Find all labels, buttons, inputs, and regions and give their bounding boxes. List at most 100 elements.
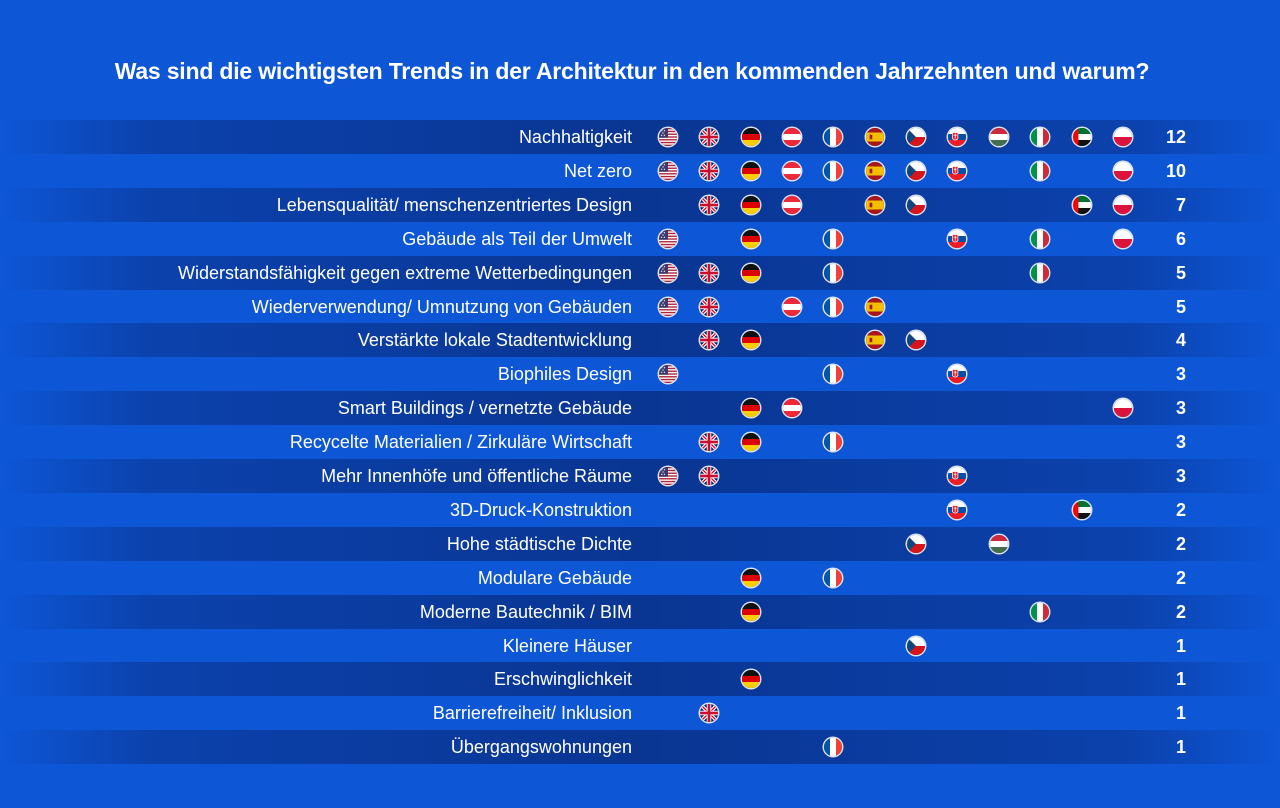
flag-germany-icon <box>741 229 760 248</box>
flag-germany-icon <box>741 161 760 180</box>
row-count: 3 <box>1175 432 1186 453</box>
flag-slovakia-icon <box>948 365 967 384</box>
flag-germany-icon <box>741 670 760 689</box>
flag-france-icon <box>824 433 843 452</box>
row-count: 5 <box>1175 262 1186 283</box>
table-row: Wiederverwendung/ Umnutzung von Gebäuden… <box>0 290 1280 324</box>
flag-poland-icon <box>1113 229 1132 248</box>
flag-usa-icon <box>659 161 677 180</box>
flag-germany-icon <box>741 128 760 146</box>
row-label: Biophiles Design <box>497 364 632 385</box>
row-label: Übergangswohnungen <box>450 737 632 758</box>
flag-usa-icon <box>659 297 677 316</box>
flag-france-icon <box>824 161 843 180</box>
flag-usa-icon <box>659 467 677 485</box>
flag-germany-icon <box>741 433 760 452</box>
flag-austria-icon <box>783 399 802 418</box>
flag-spain-icon <box>865 161 884 180</box>
table-row: Barrierefreiheit/ Inklusion 1 <box>0 696 1280 730</box>
row-count: 7 <box>1175 194 1186 215</box>
flag-austria-icon <box>783 195 802 214</box>
row-count: 3 <box>1175 364 1186 385</box>
flag-usa-icon <box>659 365 677 384</box>
flag-uk-icon <box>700 195 719 214</box>
flag-uk-icon <box>700 263 719 282</box>
row-count: 4 <box>1175 330 1186 351</box>
flag-france-icon <box>824 229 843 248</box>
flag-austria-icon <box>783 161 802 180</box>
row-label: Nachhaltigkeit <box>518 127 632 147</box>
flag-czechia-icon <box>907 195 926 214</box>
row-label: Smart Buildings / vernetzte Gebäude <box>337 398 632 419</box>
flag-slovakia-icon <box>948 229 967 248</box>
chart-title: Was sind die wichtigsten Trends in der A… <box>114 58 1150 84</box>
flag-hungary-icon <box>989 128 1008 146</box>
flag-austria-icon <box>783 297 802 316</box>
row-label: Erschwinglichkeit <box>493 669 632 690</box>
row-label: Widerstandsfähigkeit gegen extreme Wette… <box>178 262 632 283</box>
flag-italy-icon <box>1031 161 1050 180</box>
flag-poland-icon <box>1113 195 1132 214</box>
row-count: 1 <box>1175 703 1186 724</box>
flag-usa-icon <box>659 229 677 248</box>
table-row: Moderne Bautechnik / BIM 2 <box>0 594 1280 629</box>
flag-czechia-icon <box>907 534 926 553</box>
flag-uae-icon <box>1072 128 1091 146</box>
flag-uk-icon <box>700 331 719 350</box>
flag-italy-icon <box>1031 229 1050 248</box>
flag-czechia-icon <box>907 636 926 655</box>
row-label: Barrierefreiheit/ Inklusion <box>432 703 632 724</box>
flag-uae-icon <box>1072 500 1091 519</box>
table-row: Modulare Gebäude 2 <box>0 561 1280 595</box>
table-row: Erschwinglichkeit 1 <box>0 662 1280 697</box>
row-label: 3D-Druck-Konstruktion <box>449 499 632 520</box>
flag-czechia-icon <box>907 331 926 350</box>
flag-uae-icon <box>1072 195 1091 214</box>
flag-spain-icon <box>865 195 884 214</box>
row-label: Wiederverwendung/ Umnutzung von Gebäuden <box>251 296 632 317</box>
table-row: Mehr Innenhöfe und öffentliche Räume 3 <box>0 459 1280 493</box>
row-count: 3 <box>1175 398 1186 419</box>
flag-spain-icon <box>865 331 884 350</box>
table-row: Lebensqualität/ menschenzentriertes Desi… <box>0 187 1280 222</box>
flag-france-icon <box>824 263 843 282</box>
row-label: Verstärkte lokale Stadtentwicklung <box>357 330 632 351</box>
table-row: Verstärkte lokale Stadtentwicklung 4 <box>0 323 1280 358</box>
flag-usa-icon <box>659 263 677 282</box>
table-row: Net zero 10 <box>0 154 1280 188</box>
table-row: Nachhaltigkeit 12 <box>0 120 1280 154</box>
flag-slovakia-icon <box>948 467 967 485</box>
flag-france-icon <box>824 365 843 384</box>
flag-germany-icon <box>741 195 760 214</box>
row-count: 10 <box>1165 160 1186 181</box>
row-label: Modulare Gebäude <box>477 567 632 588</box>
row-label: Net zero <box>563 160 632 181</box>
flag-germany-icon <box>741 568 760 587</box>
row-count: 1 <box>1175 635 1186 656</box>
flag-germany-icon <box>741 602 760 621</box>
flag-uk-icon <box>700 433 719 452</box>
row-count: 2 <box>1175 533 1186 554</box>
row-label: Lebensqualität/ menschenzentriertes Desi… <box>276 194 632 215</box>
flag-italy-icon <box>1031 263 1050 282</box>
row-label: Gebäude als Teil der Umwelt <box>402 228 632 249</box>
flag-germany-icon <box>741 399 760 418</box>
flag-hungary-icon <box>989 534 1008 553</box>
flag-austria-icon <box>783 128 802 146</box>
flag-france-icon <box>824 738 843 757</box>
flag-uk-icon <box>700 161 719 180</box>
flag-czechia-icon <box>907 161 926 180</box>
row-count: 5 <box>1175 296 1186 317</box>
table-row: Smart Buildings / vernetzte Gebäude 3 <box>0 391 1280 426</box>
flag-germany-icon <box>741 263 760 282</box>
row-count: 1 <box>1175 737 1186 758</box>
row-count: 1 <box>1175 669 1186 690</box>
row-count: 2 <box>1175 499 1186 520</box>
row-count: 2 <box>1175 601 1186 622</box>
table-row: 3D-Druck-Konstruktion 2 <box>0 493 1280 527</box>
flag-poland-icon <box>1113 161 1132 180</box>
flag-poland-icon <box>1113 399 1132 418</box>
row-count: 3 <box>1175 466 1186 486</box>
table-row: Recycelte Materialien / Zirkuläre Wirtsc… <box>0 425 1280 459</box>
flag-usa-icon <box>659 128 677 146</box>
